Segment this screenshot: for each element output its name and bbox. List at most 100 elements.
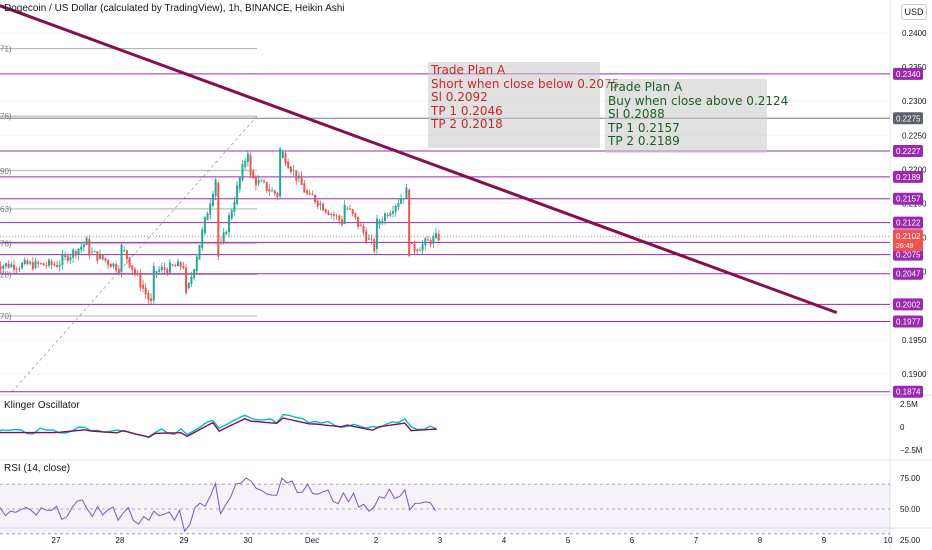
- rsi-line: [0, 477, 436, 533]
- candle-body: [7, 263, 10, 268]
- level-price-tag: [893, 112, 923, 125]
- candle-body: [225, 231, 228, 235]
- candle-body: [429, 239, 432, 245]
- rsi-tick-label: 75.00: [900, 474, 921, 483]
- fib-label: 63): [0, 205, 12, 214]
- candle-body: [23, 259, 26, 265]
- candle-body: [362, 225, 365, 233]
- fib-label: 76): [0, 112, 12, 121]
- candle-body: [273, 190, 276, 194]
- candle-body: [217, 182, 220, 257]
- candle-body: [174, 265, 177, 267]
- candle-body: [254, 176, 257, 186]
- candle-body: [4, 263, 7, 267]
- level-price-tag-label: 0.1977: [896, 317, 921, 326]
- candle-body: [155, 271, 158, 273]
- candle-body: [263, 180, 265, 183]
- short-trade-plan-note[interactable]: Trade Plan A Short when close below 0.207…: [428, 62, 619, 148]
- level-price-tag-label: 0.2047: [896, 270, 921, 279]
- level-price-tag-label: 0.2002: [896, 300, 921, 309]
- time-tick-label: 27: [52, 536, 61, 545]
- time-tick-label: 4: [502, 536, 507, 545]
- rsi-label: RSI (14, close): [4, 463, 71, 474]
- currency-button[interactable]: USD: [901, 4, 927, 20]
- time-tick-label: Dec: [305, 536, 319, 545]
- candle-body: [292, 170, 295, 172]
- time-axis[interactable]: 27 28 29 30 Dec 2 3 4 5 6 7 8 9 10: [52, 536, 893, 545]
- candle-body: [125, 250, 128, 260]
- candle-body: [236, 185, 239, 204]
- candle-body: [268, 189, 271, 192]
- level-price-tag-label: 0.2275: [896, 114, 921, 123]
- candle-body: [152, 265, 155, 301]
- candle-body: [198, 244, 201, 260]
- candle-body: [214, 179, 217, 197]
- candle-body: [61, 254, 64, 266]
- candle-body: [424, 238, 427, 246]
- candle-body: [15, 268, 18, 270]
- klinger-label: Klinger Oscillator: [4, 400, 80, 411]
- candle-body: [56, 265, 59, 267]
- candle-body: [168, 262, 171, 273]
- candle-body: [45, 264, 48, 266]
- candle-body: [405, 187, 408, 199]
- candle-body: [300, 176, 303, 186]
- candle-body: [303, 183, 306, 193]
- time-tick-label: 7: [694, 536, 699, 545]
- candle-body: [69, 257, 72, 261]
- candle-body: [166, 269, 169, 274]
- note-line: TP 2 0.2018: [431, 117, 503, 131]
- note-line: Trade Plan A: [431, 63, 506, 77]
- candle-body: [53, 264, 56, 266]
- trendline[interactable]: [0, 4, 838, 315]
- price-tick-label: 0.2350: [902, 63, 927, 72]
- candle-body: [319, 203, 322, 206]
- candle-body: [392, 211, 395, 214]
- level-price-tag-label: 0.2189: [896, 173, 921, 182]
- candle-body: [238, 177, 241, 189]
- candle-body: [163, 267, 166, 270]
- last-price-label: 0.2102: [896, 232, 921, 241]
- candle-body: [437, 233, 440, 241]
- rsi-tick-label: 50.00: [900, 505, 921, 514]
- candle-body: [50, 261, 53, 265]
- candle-body: [346, 208, 349, 210]
- time-tick-label: 8: [758, 536, 763, 545]
- price-tick-label: 0.1950: [902, 336, 927, 345]
- level-price-tag-label: 0.2340: [896, 70, 921, 79]
- klinger-tick-label: 0: [900, 423, 905, 432]
- candle-body: [222, 232, 225, 243]
- candle-body: [252, 171, 255, 179]
- candle-body: [228, 215, 231, 233]
- long-trade-plan-note[interactable]: Trade Plan A Buy when close above 0.2124 S…: [605, 79, 788, 153]
- candle-body: [308, 192, 311, 195]
- candle-body: [365, 231, 368, 242]
- candle-body: [31, 262, 34, 270]
- price-axis[interactable]: 0.24000.23500.23000.22500.22000.21500.21…: [893, 29, 927, 398]
- klinger-tick-label: −2.5M: [900, 446, 923, 455]
- candle-body: [330, 214, 333, 216]
- candle-body: [284, 153, 287, 164]
- candle-body: [58, 264, 61, 267]
- downtrend-line[interactable]: [0, 4, 838, 315]
- candle-body: [343, 204, 346, 224]
- level-price-tag-label: 0.2122: [896, 219, 921, 228]
- candle-body: [147, 292, 150, 300]
- candle-body: [306, 190, 309, 194]
- candle-body: [77, 248, 80, 255]
- candle-body: [289, 166, 292, 172]
- candle-body: [80, 246, 83, 250]
- time-tick-label: 2: [374, 536, 379, 545]
- candle-body: [378, 221, 381, 225]
- candle-body: [324, 209, 327, 213]
- note-line: Sl 0.2088: [608, 107, 665, 121]
- candle-body: [109, 263, 112, 268]
- rsi-tick-label: 25.00: [900, 536, 921, 545]
- candle-body: [2, 265, 5, 269]
- candle-body: [265, 181, 268, 191]
- klinger-pane: 2.5M 0 −2.5M: [0, 400, 923, 455]
- candle-body: [327, 211, 330, 215]
- fib-diagonal: [11, 115, 258, 392]
- candle-body: [120, 244, 123, 273]
- level-price-tag: [893, 267, 923, 280]
